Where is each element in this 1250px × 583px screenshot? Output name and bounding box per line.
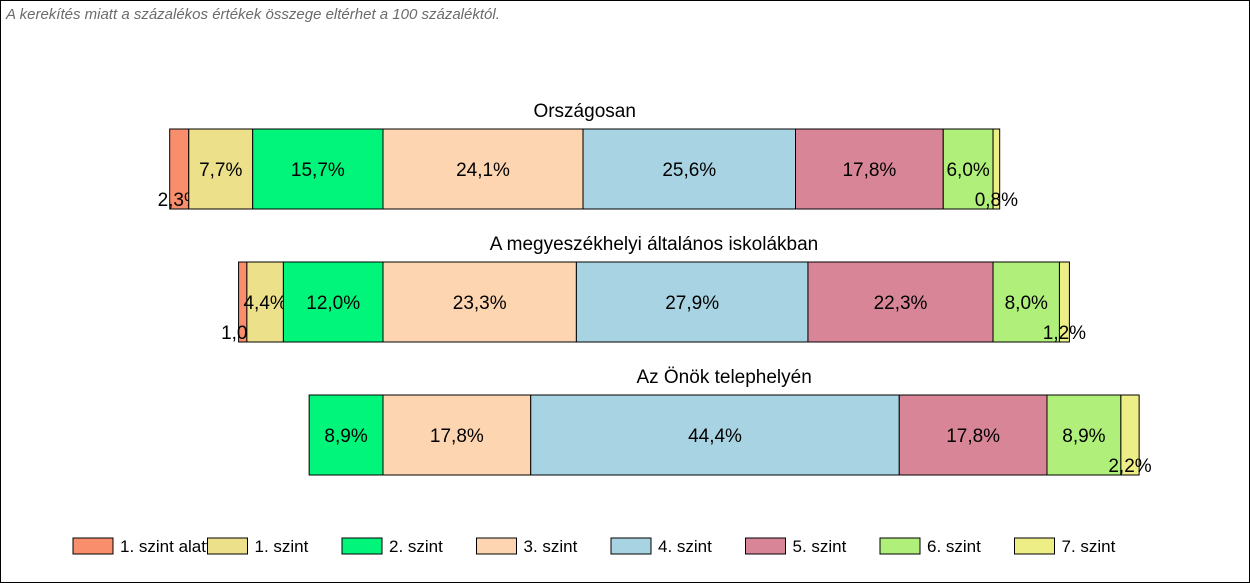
legend-swatch bbox=[879, 537, 921, 555]
bar-data-label: 0,8% bbox=[975, 190, 1018, 211]
legend-label: 3. szint bbox=[524, 537, 578, 556]
legend-swatch bbox=[1014, 537, 1055, 555]
bar-segment bbox=[942, 128, 994, 210]
bar-segment bbox=[807, 261, 994, 343]
bar-data-label: 8,9% bbox=[324, 426, 367, 447]
bar-segment bbox=[1120, 394, 1140, 476]
legend-item: 7. szint bbox=[1014, 537, 1116, 556]
bar-row-3: Az Önök telephelyén 8,9% 17,8% 44,4% 17,8% 8,… bbox=[308, 367, 1152, 477]
bar-data-label: 1,2% bbox=[1043, 323, 1086, 344]
legend-item: 2. szint bbox=[341, 537, 443, 556]
legend-item: 1. szint bbox=[207, 537, 309, 556]
bar-data-label: 6,0% bbox=[946, 160, 989, 181]
legend-swatch bbox=[610, 537, 652, 555]
bar-data-label: 44,4% bbox=[688, 426, 742, 447]
legend-label: 6. szint bbox=[927, 537, 981, 556]
bar-data-label: 7,7% bbox=[199, 160, 242, 181]
bar-segment bbox=[992, 261, 1060, 343]
bar-segment bbox=[530, 394, 900, 476]
legend-label: 4. szint bbox=[658, 537, 712, 556]
bar-segment bbox=[188, 128, 254, 210]
bar-data-label: 8,0% bbox=[1005, 293, 1048, 314]
bar-segment bbox=[382, 261, 577, 343]
legend-swatch bbox=[341, 537, 383, 555]
row-title: Az Önök telephelyén bbox=[636, 367, 811, 388]
bar-data-label: 12,0% bbox=[306, 293, 360, 314]
bar-data-label: 8,9% bbox=[1062, 426, 1105, 447]
bar-segment bbox=[1058, 261, 1070, 343]
legend-item: 3. szint bbox=[476, 537, 578, 556]
bar-segment bbox=[382, 394, 532, 476]
legend-item: 4. szint bbox=[610, 537, 712, 556]
bar-data-label: 27,9% bbox=[665, 293, 719, 314]
bar-data-label: 24,1% bbox=[456, 160, 510, 181]
bar-segment bbox=[992, 128, 1001, 210]
bar-data-label: 17,8% bbox=[842, 160, 896, 181]
bar-row-2: A megyeszékhelyi általános iskolákban1,0… bbox=[221, 234, 1086, 344]
legend-swatch bbox=[745, 537, 786, 555]
bar-data-label: 4,4% bbox=[243, 293, 286, 314]
rounding-note: A kerekítés miatt a százalékos értékek ö… bbox=[6, 6, 500, 23]
bar-segment bbox=[575, 261, 809, 343]
legend-label: 5. szint bbox=[793, 537, 847, 556]
bar-segment bbox=[308, 394, 384, 476]
legend-label: 2. szint bbox=[389, 537, 443, 556]
legend-swatch bbox=[207, 537, 248, 555]
legend-swatch bbox=[72, 537, 114, 555]
row-title: A megyeszékhelyi általános iskolákban bbox=[490, 234, 818, 255]
row-title: Országosan bbox=[533, 101, 635, 122]
bar-segment bbox=[282, 261, 384, 343]
bar-segment bbox=[898, 394, 1048, 476]
legend: 1. szint alatti 1. szint 2. szint 3. szint 4… bbox=[72, 537, 1116, 556]
bar-data-label: 2,2% bbox=[1108, 456, 1151, 477]
legend-swatch bbox=[476, 537, 517, 555]
bar-segment bbox=[382, 128, 584, 210]
legend-label: 1. szint bbox=[255, 537, 309, 556]
bar-data-label: 15,7% bbox=[291, 160, 345, 181]
bar-data-label: 17,8% bbox=[946, 426, 1000, 447]
legend-item: 5. szint bbox=[745, 537, 847, 556]
bar-data-label: 23,3% bbox=[453, 293, 507, 314]
bar-segment bbox=[1046, 394, 1122, 476]
bar-data-label: 17,8% bbox=[430, 426, 484, 447]
bar-data-label: 22,3% bbox=[874, 293, 928, 314]
legend-label: 7. szint bbox=[1062, 537, 1116, 556]
legend-item: 1. szint alatti bbox=[72, 537, 215, 556]
bar-segment bbox=[795, 128, 944, 210]
bar-data-label: 25,6% bbox=[662, 160, 716, 181]
legend-item: 6. szint bbox=[879, 537, 981, 556]
bar-segment bbox=[252, 128, 384, 210]
legend-label: 1. szint alatti bbox=[120, 537, 215, 556]
